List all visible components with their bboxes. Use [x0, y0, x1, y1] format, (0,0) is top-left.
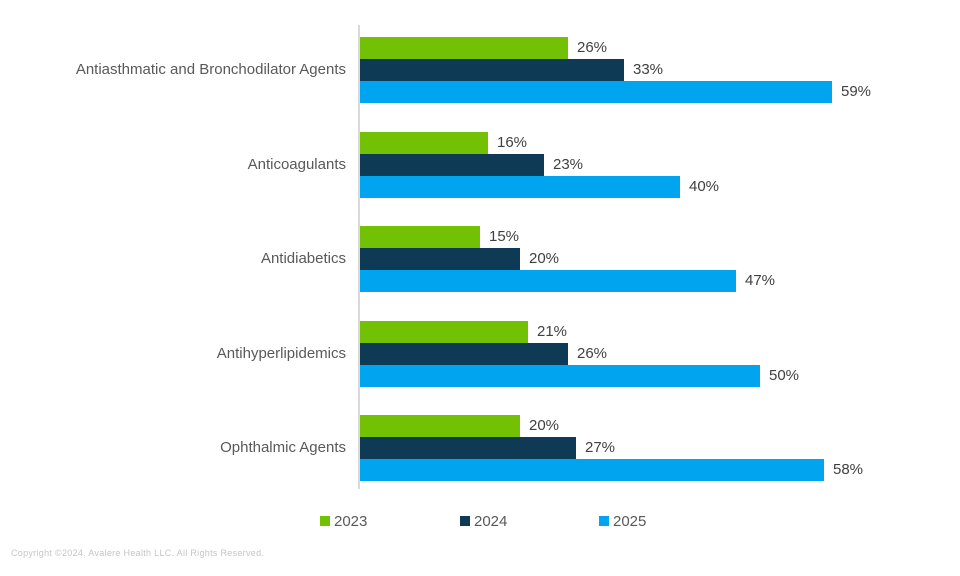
value-label: 26%	[577, 39, 608, 56]
bar-2024	[360, 59, 624, 81]
legend-item-2023: 2023	[320, 512, 367, 530]
bar-2023	[360, 415, 520, 437]
category-axis-line	[358, 25, 360, 489]
bar-2025	[360, 270, 736, 292]
legend-item-2024: 2024	[460, 512, 507, 530]
legend-item-2025: 2025	[599, 512, 646, 530]
value-label: 20%	[529, 250, 560, 267]
value-label: 23%	[553, 156, 584, 173]
value-label: 33%	[633, 61, 664, 78]
category-label: Ophthalmic Agents	[220, 439, 346, 456]
bar-2025	[360, 459, 824, 481]
bar-2025	[360, 365, 760, 387]
bar-2024	[360, 154, 544, 176]
bar-2025	[360, 176, 680, 198]
value-label: 40%	[689, 178, 720, 195]
legend-swatch-2025-icon	[599, 516, 609, 526]
legend-label-2024: 2024	[474, 512, 508, 530]
bar-2024	[360, 248, 520, 270]
legend: 2023 2024 2025	[0, 512, 960, 530]
value-label: 26%	[577, 345, 608, 362]
category-label: Antiasthmatic and Bronchodilator Agents	[75, 61, 346, 78]
bar-2023	[360, 226, 480, 248]
value-label: 59%	[841, 83, 872, 100]
value-label: 58%	[833, 461, 864, 478]
value-label: 47%	[745, 272, 776, 289]
bar-2023	[360, 132, 488, 154]
bar-2025	[360, 81, 832, 103]
bar-2024	[360, 437, 576, 459]
value-label: 20%	[529, 417, 560, 434]
value-label: 50%	[769, 367, 800, 384]
legend-label-2025: 2025	[613, 512, 647, 530]
legend-swatch-2024-icon	[460, 516, 470, 526]
bar-2024	[360, 343, 568, 365]
value-label: 27%	[585, 439, 616, 456]
bar-2023	[360, 37, 568, 59]
value-label: 21%	[537, 323, 568, 340]
value-label: 15%	[489, 228, 520, 245]
category-label: Antihyperlipidemics	[216, 345, 346, 362]
copyright-text: Copyright ©2024. Avalere Health LLC. All…	[11, 548, 265, 558]
bar-2023	[360, 321, 528, 343]
legend-label-2023: 2023	[334, 512, 368, 530]
value-label: 16%	[497, 134, 528, 151]
category-label: Anticoagulants	[247, 156, 346, 173]
category-label: Antidiabetics	[260, 250, 346, 267]
legend-swatch-2023-icon	[320, 516, 330, 526]
